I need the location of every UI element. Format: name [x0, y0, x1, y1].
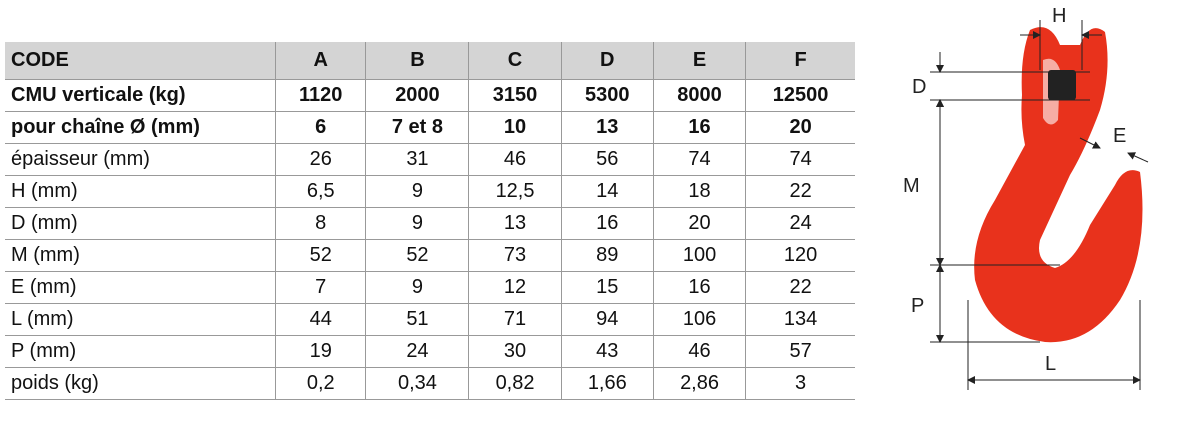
dim-label: E: [1113, 125, 1126, 147]
table-cell: 8: [274, 207, 366, 240]
table-cell: 12500: [745, 79, 855, 112]
table-cell: 15: [560, 271, 654, 304]
table-cell: 12: [468, 271, 562, 304]
table-cell: 24: [365, 335, 469, 368]
table-cell: 74: [652, 143, 746, 176]
table-cell: 19: [274, 335, 366, 368]
table-cell: 74: [745, 143, 855, 176]
dimension-lines: [930, 20, 1149, 390]
table-row: H (mm) 6,5 9 12,5 14 18 22: [5, 175, 855, 208]
table-cell: 9: [365, 271, 469, 304]
table-cell: 31: [365, 143, 469, 176]
header-cell: C: [468, 42, 562, 80]
table-row: poids (kg) 0,2 0,34 0,82 1,66 2,86 3: [5, 367, 855, 400]
table-cell: 18: [652, 175, 746, 208]
table-cell: 1120: [274, 79, 366, 112]
table-cell: 26: [274, 143, 366, 176]
table-cell: épaisseur (mm): [5, 143, 276, 176]
spec-table: CODE A B C D E F CMU verticale (kg) 1120 2000 3150…: [5, 42, 855, 400]
dim-label: D: [912, 76, 926, 98]
table-cell: 106: [652, 303, 746, 336]
table-cell: CMU verticale (kg): [5, 79, 276, 112]
header-cell: D: [560, 42, 654, 80]
table-cell: 8000: [652, 79, 746, 112]
table-cell: L (mm): [5, 303, 276, 336]
table-cell: 0,82: [468, 367, 562, 400]
table-cell: 14: [560, 175, 654, 208]
table-cell: 0,34: [365, 367, 469, 400]
table-cell: 30: [468, 335, 562, 368]
table-cell: 5300: [560, 79, 654, 112]
table-cell: 43: [560, 335, 654, 368]
table-row: L (mm) 44 51 71 94 106 134: [5, 303, 855, 336]
table-cell: poids (kg): [5, 367, 276, 400]
table-row: M (mm) 52 52 73 89 100 120: [5, 239, 855, 272]
table-cell: 57: [745, 335, 855, 368]
table-row: P (mm) 19 24 30 43 46 57: [5, 335, 855, 368]
table-cell: 100: [652, 239, 746, 272]
table-cell: 9: [365, 175, 469, 208]
table-cell: 120: [745, 239, 855, 272]
table-cell: 24: [745, 207, 855, 240]
table-cell: 22: [745, 175, 855, 208]
table-cell: 13: [560, 111, 654, 144]
table-cell: 56: [560, 143, 654, 176]
header-cell: F: [745, 42, 855, 80]
table-cell: 71: [468, 303, 562, 336]
dim-label: H: [1052, 5, 1066, 27]
dim-label: M: [903, 175, 920, 197]
table-cell: 9: [365, 207, 469, 240]
table-cell: 16: [560, 207, 654, 240]
table-row: CMU verticale (kg) 1120 2000 3150 5300 8000 12…: [5, 79, 855, 112]
table-cell: 94: [560, 303, 654, 336]
table-cell: 2,86: [652, 367, 746, 400]
table-cell: 2000: [365, 79, 469, 112]
table-cell: 16: [652, 111, 746, 144]
table-cell: 44: [274, 303, 366, 336]
table-cell: 73: [468, 239, 562, 272]
header-cell: CODE: [5, 42, 276, 80]
table-cell: 10: [468, 111, 562, 144]
hook: [974, 27, 1143, 343]
table-cell: pour chaîne Ø (mm): [5, 111, 276, 144]
table-cell: E (mm): [5, 271, 276, 304]
table-cell: 1,66: [560, 367, 654, 400]
table-cell: H (mm): [5, 175, 276, 208]
table-cell: D (mm): [5, 207, 276, 240]
table-row: épaisseur (mm) 26 31 46 56 74 74: [5, 143, 855, 176]
header-cell: A: [274, 42, 366, 80]
table-cell: 46: [652, 335, 746, 368]
dim-label: P: [911, 295, 924, 317]
table-cell: 3: [745, 367, 855, 400]
table-cell: P (mm): [5, 335, 276, 368]
table-cell: 134: [745, 303, 855, 336]
table-cell: 20: [652, 207, 746, 240]
table-cell: 22: [745, 271, 855, 304]
table-row: E (mm) 7 9 12 15 16 22: [5, 271, 855, 304]
table-cell: 52: [365, 239, 469, 272]
header-row: CODE A B C D E F: [5, 42, 855, 80]
table-cell: 3150: [468, 79, 562, 112]
table-cell: 51: [365, 303, 469, 336]
table-cell: 6: [274, 111, 366, 144]
table-cell: 46: [468, 143, 562, 176]
table-cell: 16: [652, 271, 746, 304]
header-cell: E: [652, 42, 746, 80]
table-row: D (mm) 8 9 13 16 20 24: [5, 207, 855, 240]
table-row: pour chaîne Ø (mm) 6 7 et 8 10 13 16 20: [5, 111, 855, 144]
table-cell: 7: [274, 271, 366, 304]
table-cell: 6,5: [274, 175, 366, 208]
table-cell: 20: [745, 111, 855, 144]
table-cell: 89: [560, 239, 654, 272]
header-cell: B: [365, 42, 469, 80]
table-cell: 52: [274, 239, 366, 272]
table-cell: 12,5: [468, 175, 562, 208]
table-cell: M (mm): [5, 239, 276, 272]
dim-label: L: [1045, 353, 1056, 375]
table-cell: 13: [468, 207, 562, 240]
table-cell: 7 et 8: [365, 111, 469, 144]
table-cell: 0,2: [274, 367, 366, 400]
